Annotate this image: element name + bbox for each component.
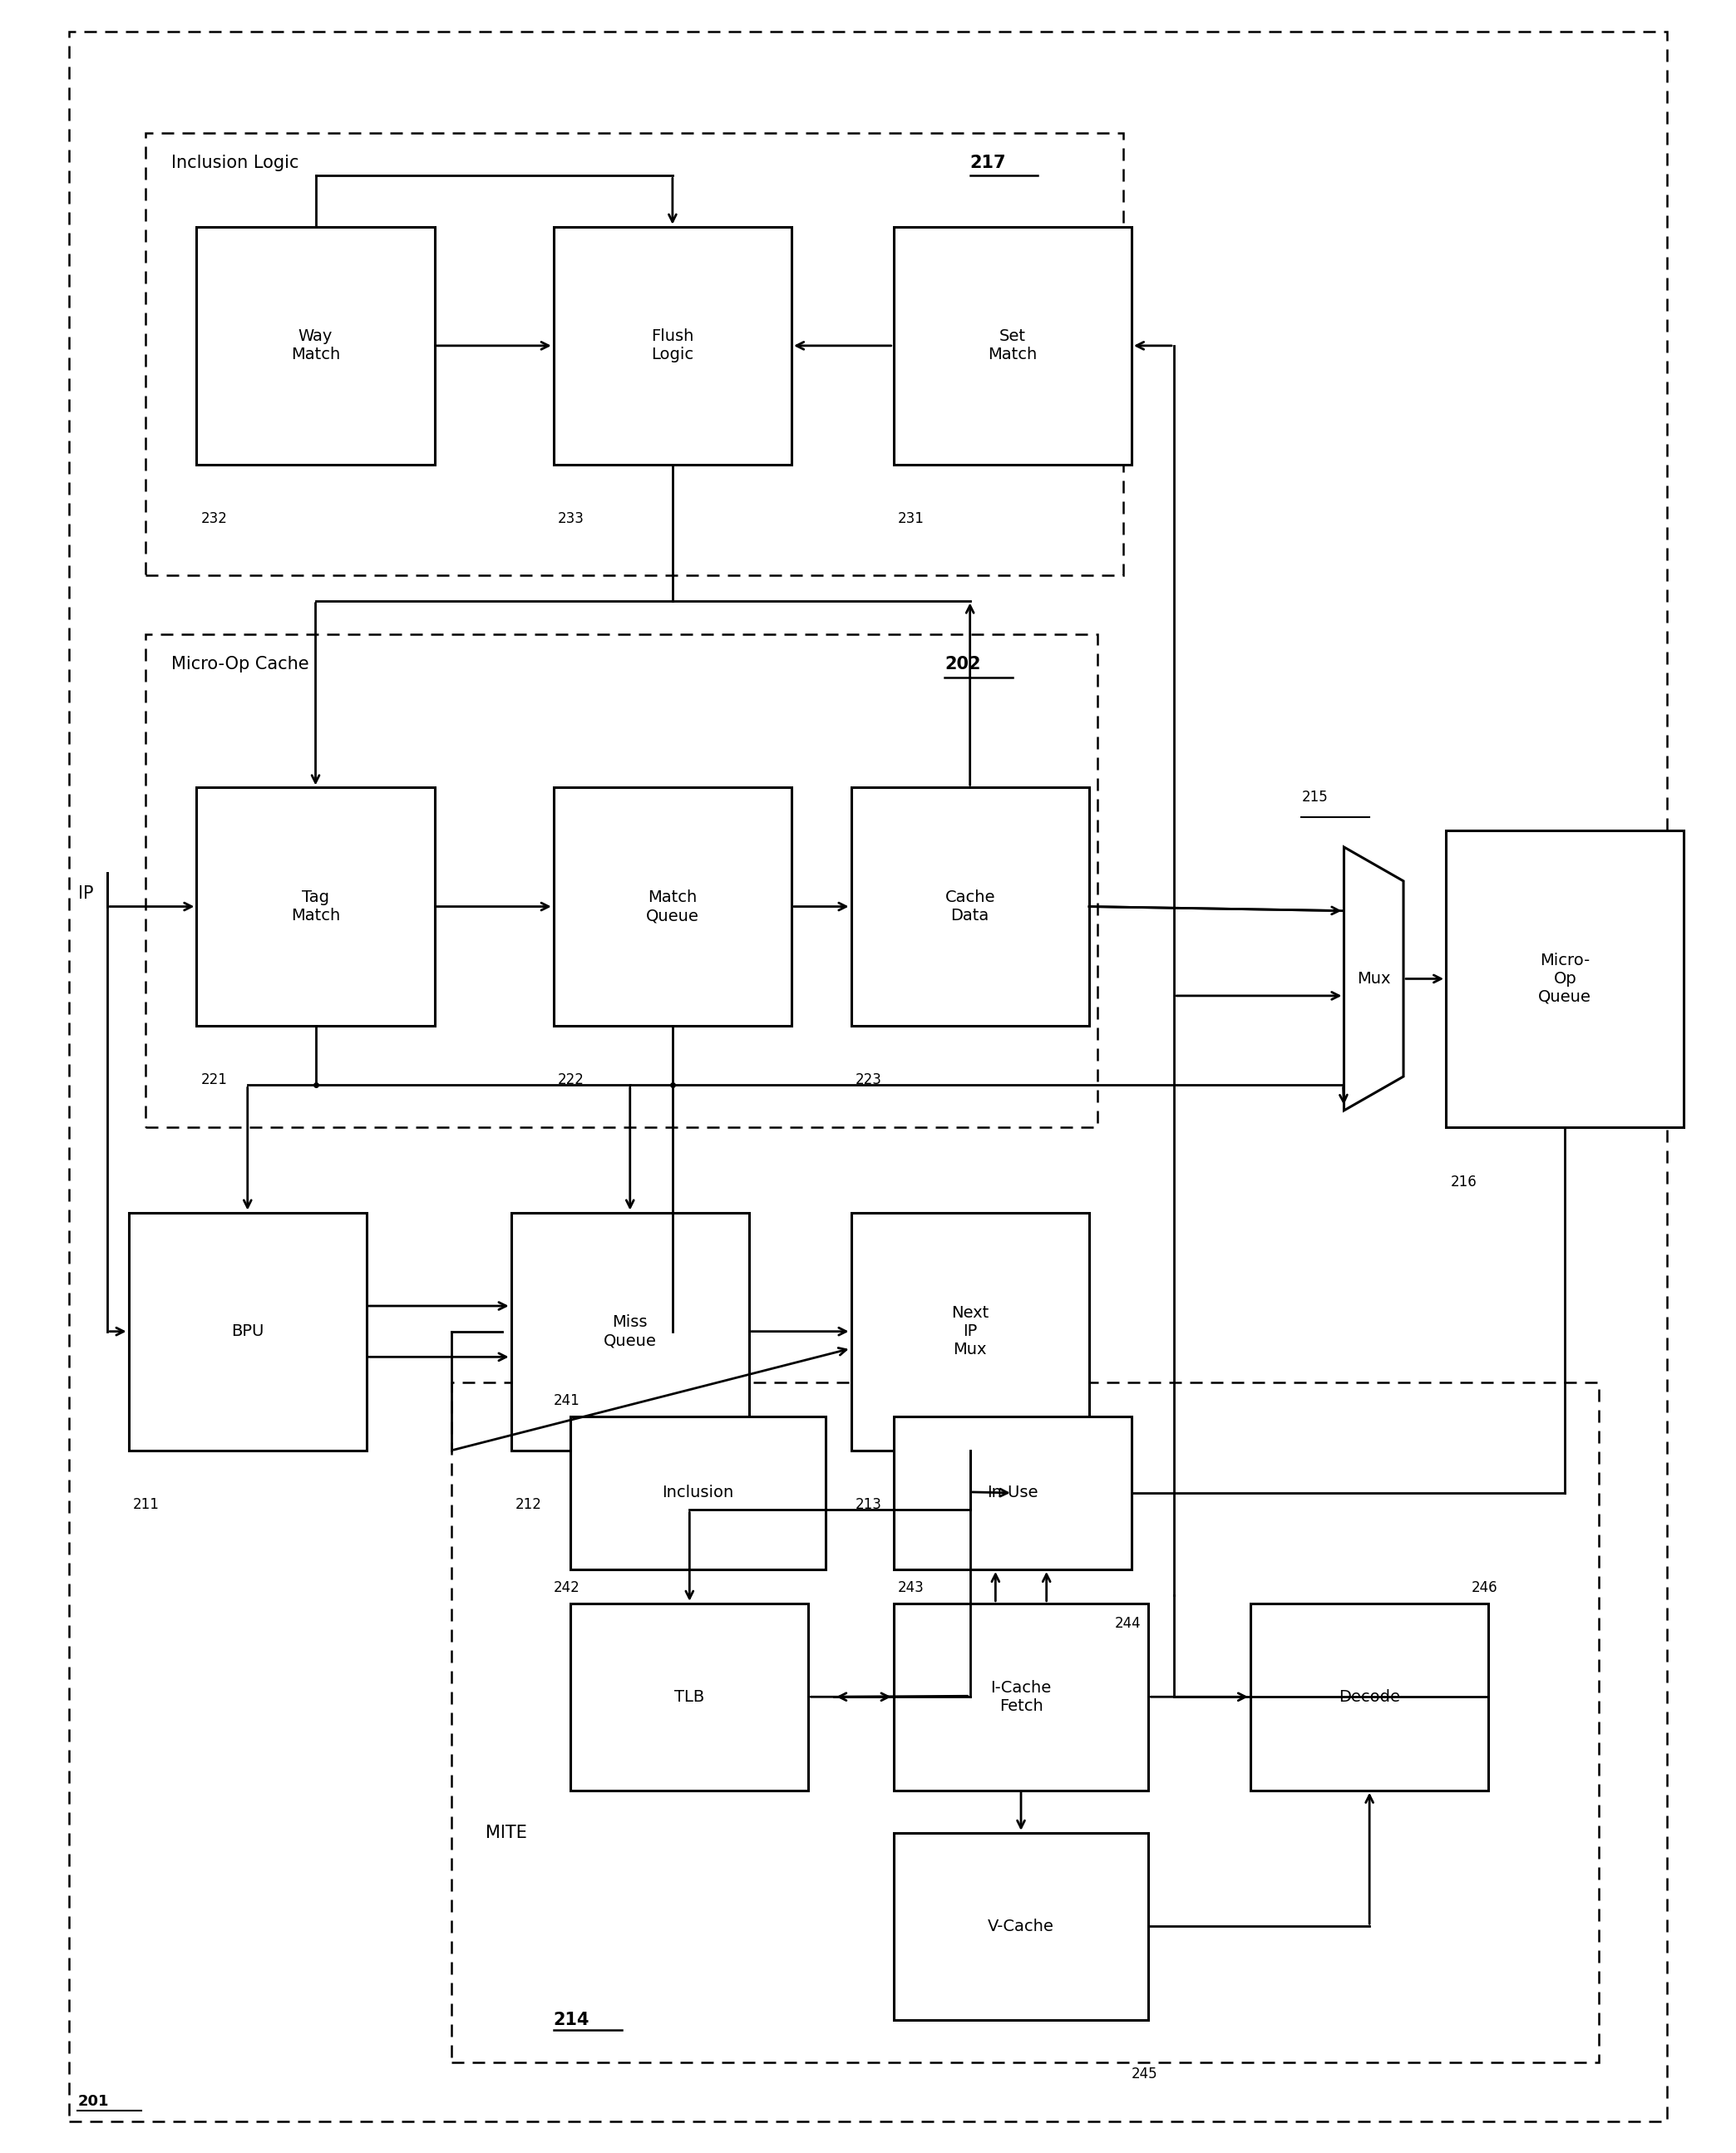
Bar [894,226,1132,465]
Text: 231: 231 [898,512,924,525]
Bar [554,788,792,1025]
Text: Micro-Op Cache: Micro-Op Cache [172,657,309,672]
Text: 242: 242 [554,1580,580,1595]
Text: Miss
Queue: Miss Queue [604,1313,656,1348]
Text: 222: 222 [557,1072,585,1087]
Text: Way
Match: Way Match [292,329,340,362]
Text: 232: 232 [201,512,227,525]
Text: MITE: MITE [486,1824,528,1841]
Text: In-Use: In-Use [988,1486,1038,1501]
Text: 212: 212 [516,1496,542,1511]
Text: Flush
Logic: Flush Logic [651,329,694,362]
Text: Micro-
Op
Queue: Micro- Op Queue [1538,952,1592,1005]
Text: 214: 214 [554,2011,590,2028]
Bar [1446,831,1684,1128]
Text: 241: 241 [554,1393,580,1408]
Bar [451,1382,1599,2063]
Text: 246: 246 [1472,1580,1498,1595]
Text: Set
Match: Set Match [988,329,1036,362]
Text: Match
Queue: Match Queue [646,889,700,924]
Bar [146,133,1123,575]
Text: Mux: Mux [1358,971,1391,986]
Text: Next
IP
Mux: Next IP Mux [951,1305,990,1359]
Text: Inclusion Logic: Inclusion Logic [172,155,299,170]
Text: 244: 244 [1115,1617,1141,1632]
Bar [128,1212,366,1451]
Text: I-Cache
Fetch: I-Cache Fetch [991,1679,1052,1714]
Text: Decode: Decode [1338,1688,1401,1705]
Bar [571,1604,809,1791]
Text: 217: 217 [970,155,1007,170]
Polygon shape [1344,846,1403,1111]
Text: Cache
Data: Cache Data [944,889,995,924]
Text: 216: 216 [1450,1173,1477,1188]
Text: 233: 233 [557,512,585,525]
Text: 213: 213 [856,1496,882,1511]
Text: IP: IP [78,885,94,902]
Bar [510,1212,748,1451]
Bar [894,1832,1149,2020]
Bar [851,788,1088,1025]
Text: 243: 243 [898,1580,924,1595]
Bar [894,1604,1149,1791]
Text: BPU: BPU [231,1324,264,1339]
Bar [554,226,792,465]
Text: Inclusion: Inclusion [661,1486,734,1501]
Text: 245: 245 [1132,2067,1158,2082]
Bar [146,635,1097,1128]
Bar [196,788,434,1025]
Text: Tag
Match: Tag Match [292,889,340,924]
Text: 221: 221 [201,1072,227,1087]
Text: 215: 215 [1302,790,1328,805]
Text: 223: 223 [856,1072,882,1087]
Bar [571,1417,826,1570]
Bar [196,226,434,465]
Text: V-Cache: V-Cache [988,1918,1054,1933]
Text: 202: 202 [944,657,981,672]
Bar [851,1212,1088,1451]
Bar [1250,1604,1488,1791]
Bar [894,1417,1132,1570]
Text: 201: 201 [78,2095,109,2110]
Text: TLB: TLB [675,1688,705,1705]
Text: 211: 211 [134,1496,160,1511]
